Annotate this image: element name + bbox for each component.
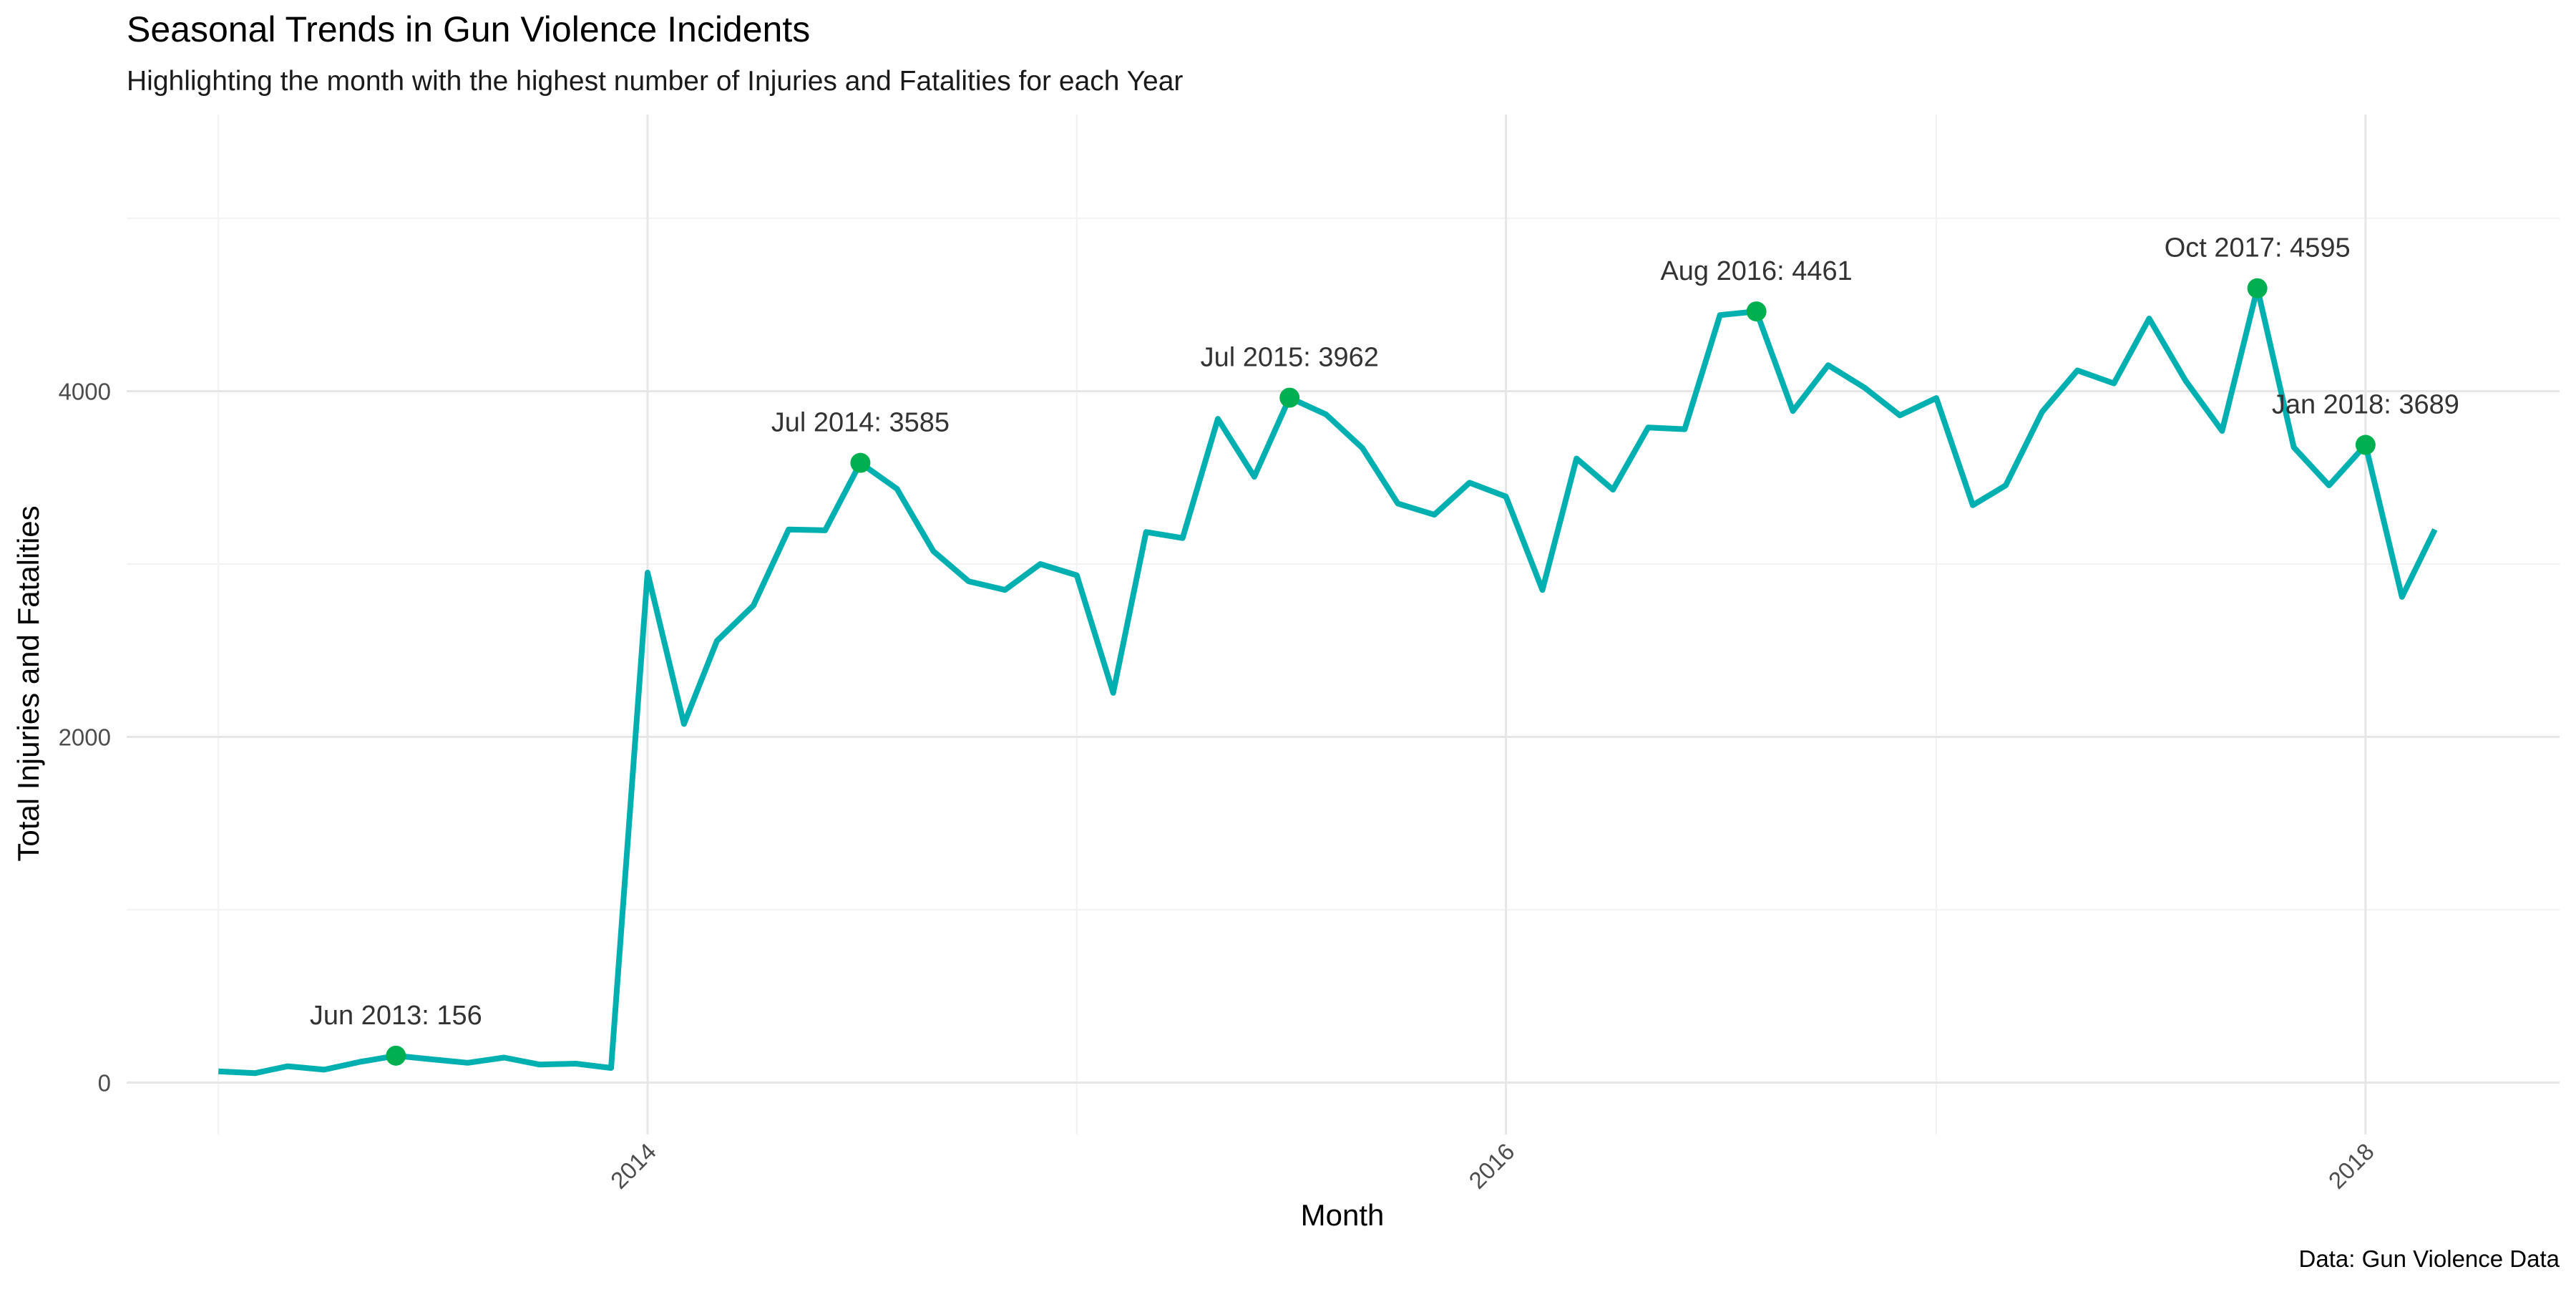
x-tick-label: 2016 <box>1463 1138 1519 1194</box>
chart-subtitle: Highlighting the month with the highest … <box>127 66 1183 97</box>
highlight-label: Jan 2018: 3689 <box>2272 390 2459 420</box>
highlight-label: Oct 2017: 4595 <box>2165 233 2351 263</box>
highlight-point <box>386 1045 406 1066</box>
highlight-point <box>1746 301 1767 322</box>
highlight-label: Aug 2016: 4461 <box>1660 256 1852 286</box>
highlight-point <box>1279 387 1300 408</box>
highlight-points: Jun 2013: 156 Jul 2014: 3585 Jul 2015: 396… <box>310 233 2459 1066</box>
series-layer <box>218 285 2438 1077</box>
x-tick-label: 2014 <box>605 1138 661 1194</box>
grid-lines <box>127 115 2560 1135</box>
highlight-label: Jul 2015: 3962 <box>1201 343 1379 373</box>
series-line <box>218 285 2438 1077</box>
x-tick-label: 2018 <box>2323 1138 2379 1194</box>
chart-title: Seasonal Trends in Gun Violence Incident… <box>127 9 810 49</box>
x-axis-label: Month <box>1301 1198 1385 1232</box>
y-tick-label: 0 <box>98 1070 111 1097</box>
highlight-point <box>2247 278 2268 298</box>
highlight-label: Jun 2013: 156 <box>310 1001 482 1031</box>
chart-caption: Data: Gun Violence Data <box>2299 1245 2560 1272</box>
axis-tick-labels: 0 2000 4000 2014 2016 2018 <box>59 378 2379 1193</box>
y-axis-label: Total Injuries and Fatalities <box>11 505 45 861</box>
y-tick-label: 4000 <box>59 378 111 404</box>
highlight-point <box>2355 434 2376 455</box>
y-tick-label: 2000 <box>59 724 111 750</box>
highlight-label: Jul 2014: 3585 <box>771 408 950 438</box>
highlight-point <box>850 452 871 473</box>
